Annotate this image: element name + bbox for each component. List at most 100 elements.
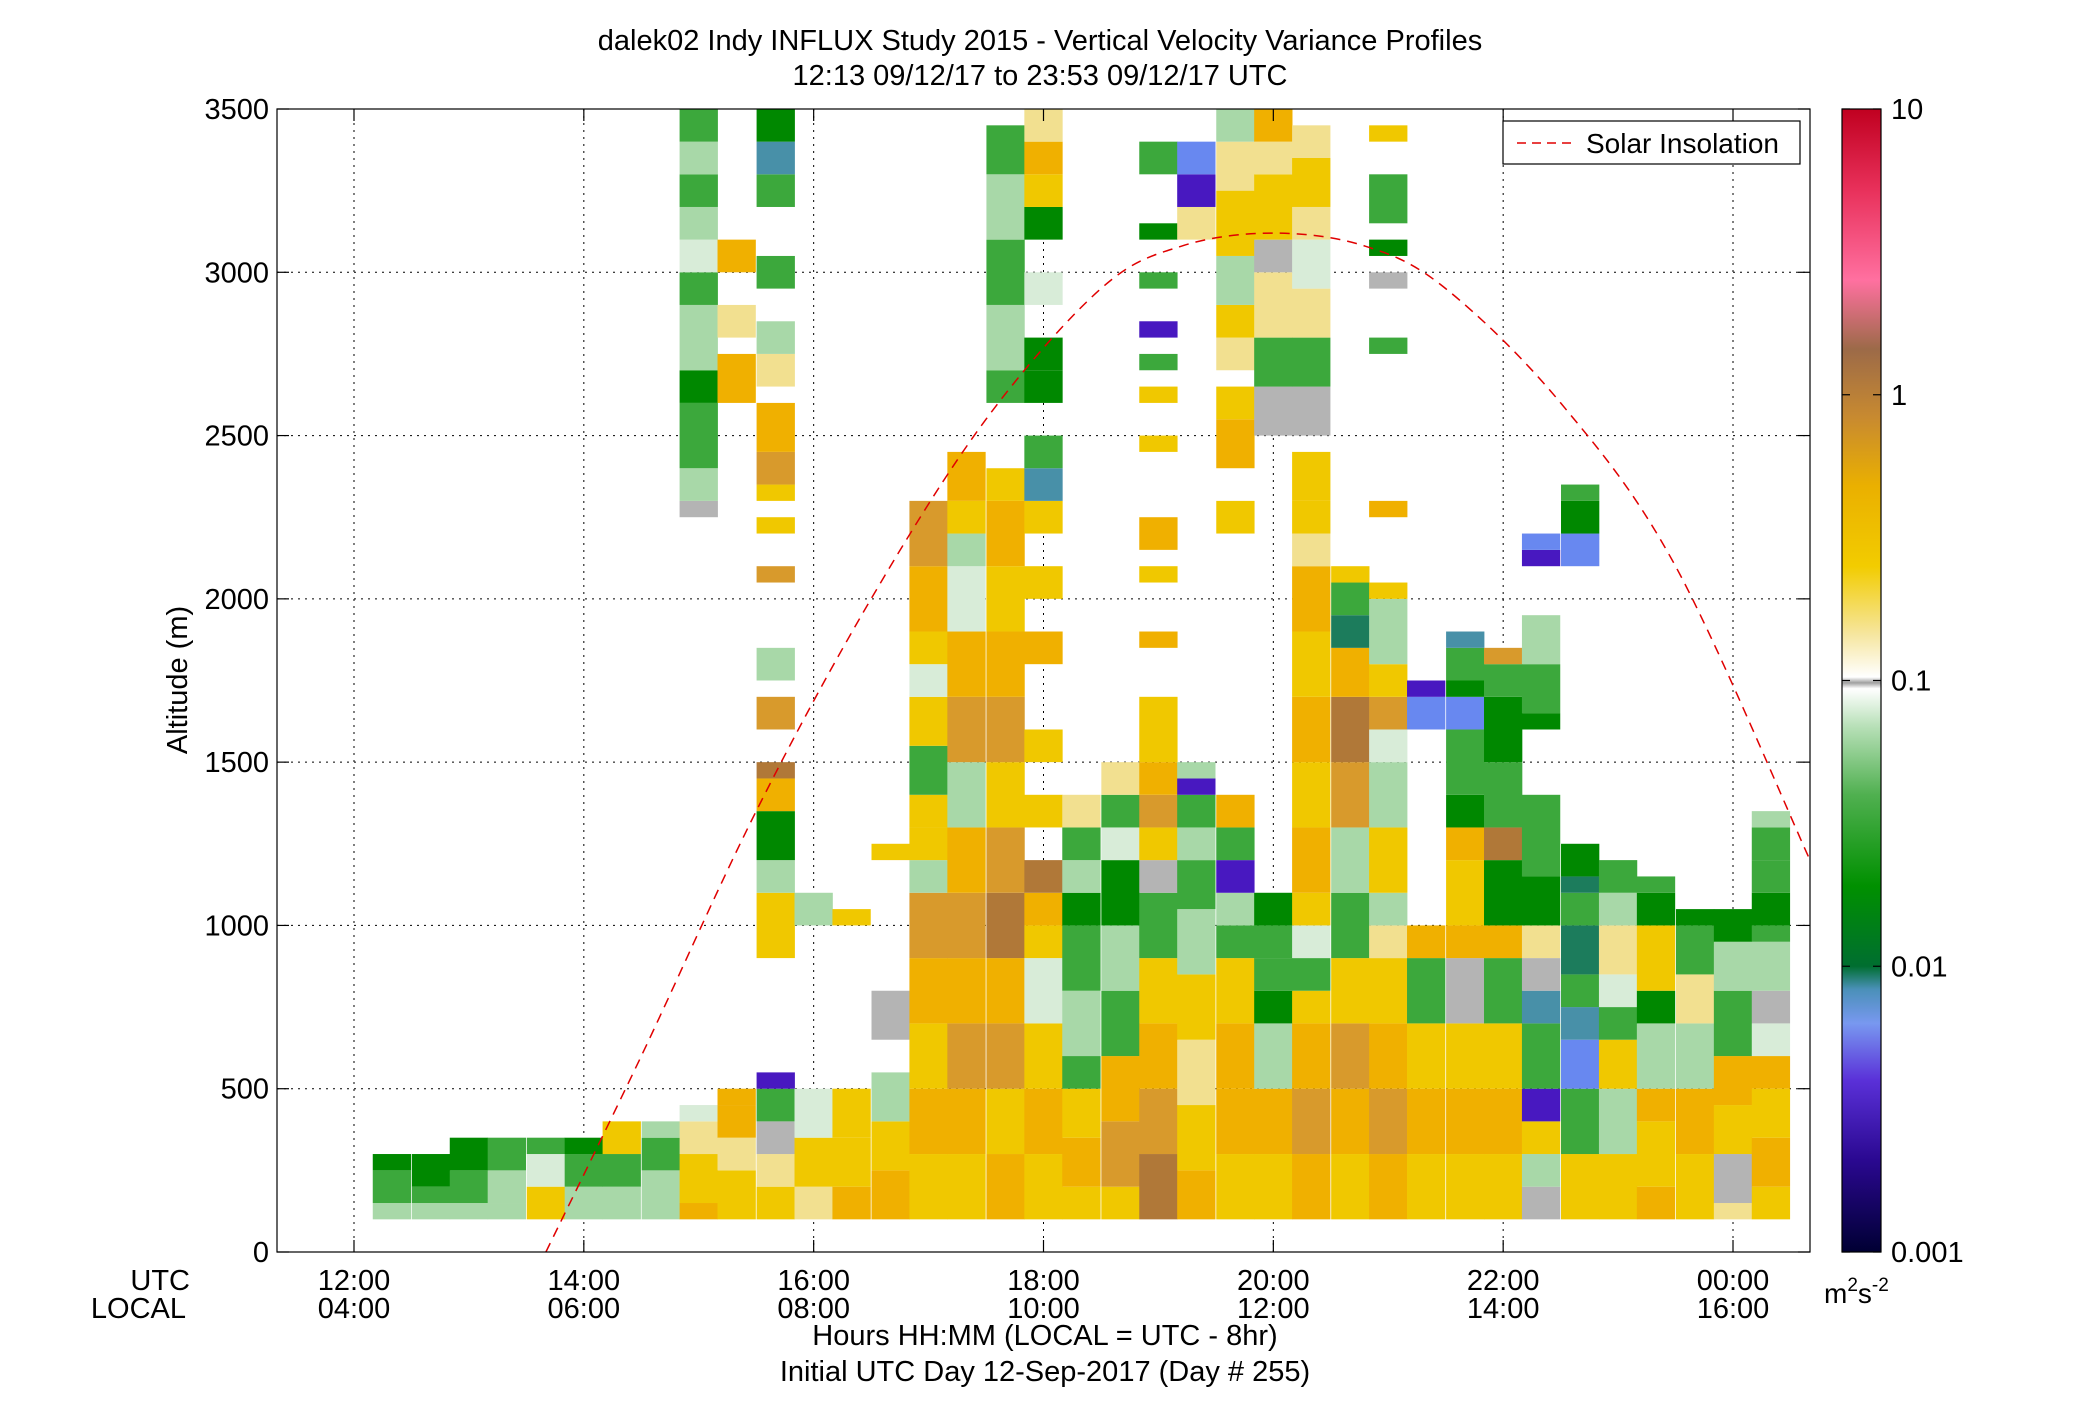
variance-cell: [1751, 925, 1791, 942]
variance-cell: [1177, 794, 1216, 828]
variance-cell: [1675, 925, 1715, 975]
y-tick-label: 3500: [204, 94, 269, 126]
variance-cell: [832, 1137, 871, 1187]
variance-cell: [832, 1088, 871, 1138]
variance-cell: [602, 1121, 641, 1155]
variance-cell: [1331, 1154, 1370, 1220]
variance-cell: [909, 892, 948, 959]
variance-cell: [602, 1186, 641, 1220]
variance-cell: [1024, 892, 1063, 926]
variance-cell: [871, 1072, 910, 1122]
variance-cell: [1101, 860, 1140, 926]
x-tick-label-utc: 14:00: [548, 1265, 621, 1297]
variance-cell: [1024, 500, 1063, 534]
variance-cell: [1254, 337, 1293, 387]
variance-cell: [1636, 1121, 1676, 1187]
variance-cell: [1636, 925, 1676, 991]
variance-cell: [947, 1023, 986, 1089]
variance-cell: [756, 778, 795, 812]
variance-cell: [756, 141, 795, 175]
variance-cell: [526, 1137, 566, 1155]
variance-cell: [1292, 762, 1331, 828]
variance-cell: [1139, 321, 1178, 338]
variance-cell: [1446, 958, 1485, 1024]
legend: Solar Insolation: [1502, 120, 1801, 165]
variance-cell: [1561, 1088, 1600, 1155]
variance-cell: [756, 402, 795, 452]
x-tick-label-local: 14:00: [1467, 1293, 1540, 1325]
variance-cell: [1598, 974, 1638, 1008]
variance-cell: [1216, 1088, 1255, 1155]
variance-cell: [1521, 533, 1561, 550]
variance-cell: [1446, 1023, 1485, 1089]
colorbar-units-base: m: [1824, 1278, 1847, 1309]
variance-cell: [947, 631, 986, 697]
axis-ticks: 12:0004:0014:0006:0016:0008:0018:0010:00…: [204, 94, 1810, 1325]
variance-cell: [909, 958, 948, 1024]
variance-cell: [1292, 125, 1331, 158]
variance-cell: [1521, 958, 1561, 991]
variance-cell: [411, 1154, 451, 1187]
variance-cell: [1101, 990, 1140, 1057]
colorbar-ticks: 0.001 0.01 0.1 1 10: [1842, 94, 1964, 1269]
variance-cell: [1484, 1154, 1523, 1220]
variance-cell: [986, 304, 1025, 371]
variance-cell: [1598, 925, 1638, 975]
colorbar-tick-label: 0.1: [1891, 666, 1931, 698]
variance-cell: [1292, 288, 1331, 338]
colorbar-tick-label: 0.01: [1891, 951, 1947, 983]
variance-cell: [1713, 941, 1753, 991]
variance-cell: [1216, 958, 1255, 1024]
variance-cell: [1751, 1088, 1791, 1138]
variance-cell: [1407, 1088, 1446, 1155]
variance-cell: [1636, 990, 1676, 1024]
variance-cell: [1446, 827, 1485, 861]
variance-cell: [1407, 696, 1446, 730]
variance-cell: [1751, 1056, 1791, 1089]
variance-cell: [1636, 876, 1676, 893]
variance-cell: [1177, 174, 1216, 207]
variance-cell: [1331, 958, 1370, 1024]
variance-cell: [1331, 615, 1370, 648]
variance-cell: [756, 1072, 795, 1089]
variance-cell: [1713, 1154, 1753, 1204]
variance-cell: [564, 1186, 603, 1220]
variance-cell: [1139, 223, 1178, 240]
variance-cell: [1751, 860, 1791, 893]
variance-cell: [1216, 109, 1255, 142]
variance-cell: [679, 1203, 718, 1220]
x-tick-label-utc: 20:00: [1237, 1265, 1310, 1297]
variance-cell: [909, 1088, 948, 1155]
variance-cell: [1139, 794, 1178, 828]
variance-cell: [1751, 811, 1791, 828]
variance-cell: [1484, 827, 1523, 861]
variance-cell: [449, 1170, 489, 1204]
variance-cell: [1521, 876, 1561, 926]
variance-cell: [1598, 1039, 1638, 1089]
y-tick-label: 2500: [204, 421, 269, 453]
variance-cell: [986, 631, 1025, 697]
y-tick-label: 3000: [204, 257, 269, 289]
x-tick-label-local: 06:00: [548, 1293, 621, 1325]
variance-cell: [986, 1154, 1025, 1220]
x-tick-label-local: 08:00: [777, 1293, 850, 1325]
variance-cell: [1521, 713, 1561, 730]
variance-cell: [1561, 892, 1600, 926]
variance-cell: [679, 239, 718, 273]
variance-cell: [679, 109, 718, 142]
variance-cell: [794, 1186, 833, 1220]
variance-cell: [1139, 631, 1178, 648]
variance-cell: [1139, 1154, 1178, 1220]
variance-cell: [717, 353, 756, 403]
variance-cell: [1407, 958, 1446, 1024]
variance-cell: [909, 1154, 948, 1220]
variance-cell: [1292, 239, 1331, 289]
variance-cell: [986, 892, 1025, 959]
variance-cell: [1636, 1186, 1676, 1220]
variance-cell: [1216, 500, 1255, 534]
variance-cell: [1369, 125, 1408, 142]
variance-cell: [1331, 582, 1370, 616]
variance-cell: [641, 1170, 680, 1220]
variance-cell: [1484, 925, 1523, 959]
variance-cell: [1216, 794, 1255, 828]
